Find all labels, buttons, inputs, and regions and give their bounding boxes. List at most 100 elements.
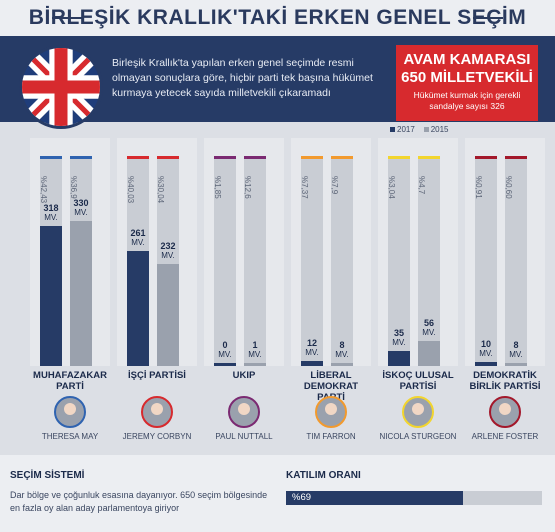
seat-bar [388,350,410,366]
seat-count-label: 35 MV. [384,328,414,348]
seat-count: 1 [252,340,258,350]
vote-percent-label: %36,9 [69,176,78,199]
seat-unit: MV. [479,348,493,358]
seat-count-label: 1 MV. [240,340,270,360]
seat-unit: MV. [509,349,523,359]
seat-unit: MV. [248,350,262,359]
party-color-cap [127,156,149,159]
seat-count-label: 0 MV. [210,340,240,360]
seat-count: 0 [222,340,228,350]
seat-unit: MV. [422,328,436,338]
seat-count: 8 [339,339,345,350]
vote-percent-label: %4,7 [417,176,426,195]
leader-avatar [315,396,347,428]
seat-count-label: 12 MV. [297,338,327,358]
party-panel: %3,04 35 MV. %4,7 56 MV. [378,138,458,366]
seat-unit: MV. [44,213,58,223]
party-color-cap [214,156,236,159]
seat-unit: MV. [392,337,406,347]
party-color-cap [388,156,410,159]
system-title: SEÇİM SİSTEMİ [10,470,85,481]
leader-avatar [228,396,260,428]
seat-count-label: 8 MV. [327,340,357,360]
seat-count: 10 [480,338,491,349]
leader-avatar [141,396,173,428]
page-title: BİRLEŞİK KRALLIK'TAKİ ERKEN GENEL SEÇİM [0,0,555,36]
party-color-cap [301,156,323,159]
seat-unit: MV. [305,347,319,357]
seat-count-label: 232 MV. [153,241,183,261]
seat-unit: MV. [218,350,232,359]
party-panel: %42,43 318 MV. %36,9 330 MV. [30,138,110,366]
party-panel: %7,37 12 MV. %7,9 8 MV. [291,138,371,366]
seat-unit: MV. [74,208,88,217]
vote-percent-label: %7,37 [300,176,309,199]
seat-bar [244,363,266,366]
party-panel: %40,03 261 MV. %30,04 232 MV. [117,138,197,366]
bar-track [331,156,353,366]
house-majority: Hükümet kurmak için gerekli sandalye say… [413,90,521,111]
vote-percent-label: %7,9 [330,176,339,195]
party-name: MUHAFAZAKAR PARTİ [33,370,107,392]
house-title: AVAM KAMARASI [403,51,531,68]
turnout-title: KATILIM ORANI [286,470,361,481]
seat-count-label: 8 MV. [501,340,531,360]
seat-count: 12 [306,337,317,348]
bar-track [214,156,236,366]
seat-bar [70,221,92,366]
seat-bar [418,341,440,366]
seat-bar [157,264,179,366]
legend-swatch-2015 [423,127,429,133]
vote-percent-label: %42,43 [39,176,48,204]
seat-unit: MV. [335,349,349,359]
turnout-value: %69 [292,492,312,503]
seat-count-label: 318 MV. [36,203,66,223]
seat-count-label: 261 MV. [123,228,153,248]
bar-column-2015: %36,9 330 MV. [69,156,92,366]
leader-name: ARLENE FOSTER [471,432,539,441]
bar-track [475,156,497,366]
party-panel: %1,85 0 MV. %12,6 1 MV. [204,138,284,366]
vote-percent-label: %40,03 [126,176,135,204]
seat-count: 8 [513,339,519,350]
legend-swatch-2017 [390,127,395,133]
bar-column-2017: %1,85 0 MV. [213,156,236,366]
party-name: DEMOKRATİK BİRLİK PARTİSİ [469,370,541,392]
seat-bar [40,226,62,366]
seat-unit: MV. [161,251,175,261]
bar-track [418,156,440,366]
seat-bar [475,361,497,366]
vote-percent-label: %0,91 [474,176,483,199]
union-jack-flag-icon [22,48,100,126]
chart-legend: 2017 2015 [390,125,448,134]
party-color-cap [244,156,266,159]
seat-count: 330 [73,198,89,208]
seat-bar [505,362,527,366]
turnout-fill [286,491,463,505]
seat-bar [331,362,353,366]
bar-column-2017: %42,43 318 MV. [39,156,62,366]
seat-count-label: 10 MV. [471,339,501,359]
party-name: İSKOÇ ULUSAL PARTİSİ [382,370,454,392]
party-color-cap [418,156,440,159]
seat-count-label: 56 MV. [414,318,444,338]
seat-bar [301,360,323,366]
bar-column-2017: %3,04 35 MV. [387,156,410,366]
seat-count: 261 [130,228,146,239]
bar-column-2015: %30,04 232 MV. [156,156,179,366]
title-rule-right [473,17,503,19]
leader-avatar [54,396,86,428]
leader-name: TIM FARRON [306,432,356,441]
bar-track [301,156,323,366]
bar-track [505,156,527,366]
bar-column-2017: %0,91 10 MV. [474,156,497,366]
bar-column-2015: %12,6 1 MV. [243,156,266,366]
house-seats: 650 MİLLETVEKİLİ [401,69,533,86]
leader-name: NICOLA STURGEON [379,432,457,441]
house-info-box: AVAM KAMARASI 650 MİLLETVEKİLİ Hükümet k… [396,45,538,121]
bar-column-2015: %7,9 8 MV. [330,156,353,366]
seat-bar [127,251,149,366]
bar-track [388,156,410,366]
party-panel: %0,91 10 MV. %0,60 8 MV. [465,138,545,366]
vote-percent-label: %3,04 [387,176,396,199]
